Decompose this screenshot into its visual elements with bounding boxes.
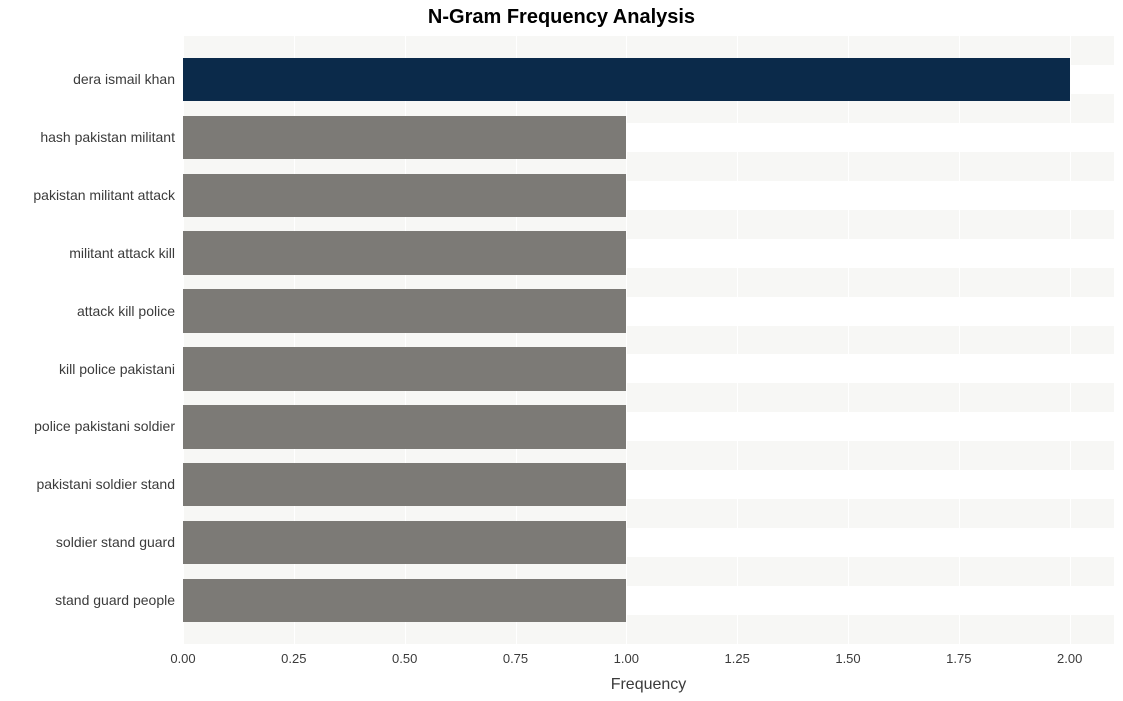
x-tick-label: 1.50 <box>835 651 860 666</box>
x-tick-label: 0.75 <box>503 651 528 666</box>
chart-container: N-Gram Frequency Analysis Frequency dera… <box>0 0 1123 701</box>
x-tick-label: 1.00 <box>614 651 639 666</box>
gridline <box>626 36 627 644</box>
bar <box>183 463 626 506</box>
bar <box>183 405 626 448</box>
chart-title: N-Gram Frequency Analysis <box>0 6 1123 29</box>
bar <box>183 289 626 332</box>
plot-area <box>183 36 1114 644</box>
y-tick-label: pakistani soldier stand <box>36 476 175 492</box>
bar <box>183 116 626 159</box>
y-tick-label: soldier stand guard <box>56 534 175 550</box>
bar <box>183 521 626 564</box>
x-tick-label: 0.00 <box>170 651 195 666</box>
x-tick-label: 1.25 <box>725 651 750 666</box>
bar <box>183 347 626 390</box>
y-tick-label: militant attack kill <box>69 245 175 261</box>
x-tick-label: 0.25 <box>281 651 306 666</box>
bar <box>183 579 626 622</box>
y-tick-label: police pakistani soldier <box>34 418 175 434</box>
gridline <box>848 36 849 644</box>
y-tick-label: kill police pakistani <box>59 361 175 377</box>
y-tick-label: pakistan militant attack <box>33 187 175 203</box>
y-tick-label: dera ismail khan <box>73 71 175 87</box>
y-tick-label: hash pakistan militant <box>40 129 175 145</box>
bar <box>183 231 626 274</box>
bar <box>183 58 1070 101</box>
x-tick-label: 1.75 <box>946 651 971 666</box>
y-tick-label: attack kill police <box>77 303 175 319</box>
gridline <box>737 36 738 644</box>
y-tick-label: stand guard people <box>55 592 175 608</box>
x-axis-label: Frequency <box>183 676 1114 694</box>
gridline <box>959 36 960 644</box>
gridline <box>1070 36 1071 644</box>
bar <box>183 174 626 217</box>
x-tick-label: 2.00 <box>1057 651 1082 666</box>
x-tick-label: 0.50 <box>392 651 417 666</box>
